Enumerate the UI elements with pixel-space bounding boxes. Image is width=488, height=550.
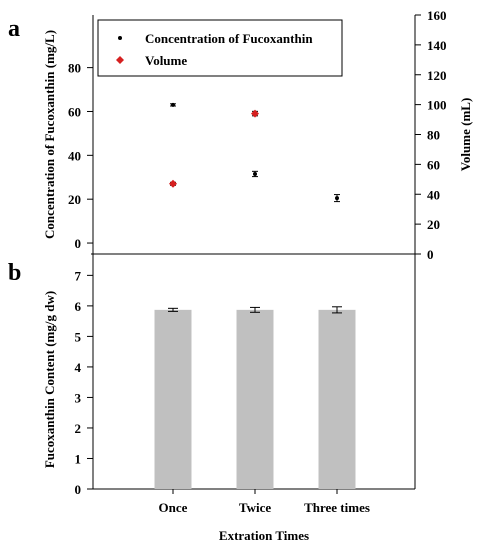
y-tick-label: 3: [75, 390, 82, 405]
y2-tick-label: 60: [427, 157, 440, 172]
x-tick-label: Three times: [304, 500, 370, 515]
x-tick-label: Twice: [239, 500, 271, 515]
y-tick-label: 4: [75, 360, 82, 375]
concentration-point: [335, 196, 339, 201]
panel-label-b: b: [8, 260, 21, 286]
y2-tick-label: 120: [427, 68, 447, 83]
volume-point: [251, 109, 259, 118]
y-tick-label: 0: [75, 482, 82, 497]
y-tick-label: 7: [75, 268, 82, 283]
bar: [236, 309, 274, 489]
y-tick-label: 2: [75, 421, 82, 436]
panel-label-a: a: [8, 16, 20, 42]
legend-label-volume: Volume: [145, 53, 187, 68]
y-axis-title: Concentration of Fucoxanthin (mg/L): [42, 30, 57, 239]
y-axis-title-b: Fucoxanthin Content (mg/g dw): [42, 291, 57, 468]
bar: [318, 309, 356, 489]
x-axis-title: Extration Times: [219, 528, 309, 543]
legend-marker-concentration: [118, 36, 122, 40]
y2-tick-label: 80: [427, 128, 440, 143]
concentration-point: [253, 171, 257, 176]
bar: [154, 309, 192, 489]
y-tick-label: 1: [75, 451, 82, 466]
panel-a: 0 20 40 60 80 0 20 40 60 80 100 120 140 160 Concentrat…: [8, 8, 473, 262]
y2-axis-title: Volume (mL): [458, 98, 473, 172]
y2-tick-label: 0: [427, 247, 434, 262]
y2-tick-label: 20: [427, 217, 440, 232]
legend-box: [97, 19, 343, 77]
y2-tick-label: 40: [427, 187, 440, 202]
y2-tick-label: 160: [427, 8, 447, 23]
volume-point: [169, 179, 177, 188]
y2-tick-label: 100: [427, 98, 447, 113]
x-tick-label: Once: [159, 500, 188, 515]
concentration-point: [171, 102, 175, 107]
legend-label-concentration: Concentration of Fucoxanthin: [145, 31, 313, 46]
legend: Concentration of Fucoxanthin Volume: [97, 19, 343, 77]
legend-marker-volume: [116, 56, 124, 64]
panel-b: 0 1 2 3 4 5 6 7 Once Twice Three times Extration Ti…: [8, 253, 417, 543]
y-tick-label: 0: [75, 236, 82, 251]
y-tick-label: 5: [75, 329, 82, 344]
y2-tick-label: 140: [427, 38, 447, 53]
y-tick-label: 60: [68, 104, 81, 119]
y-tick-label: 40: [68, 148, 81, 163]
y-tick-label: 6: [75, 299, 82, 314]
y-tick-label: 80: [68, 61, 81, 76]
y-tick-label: 20: [68, 192, 81, 207]
